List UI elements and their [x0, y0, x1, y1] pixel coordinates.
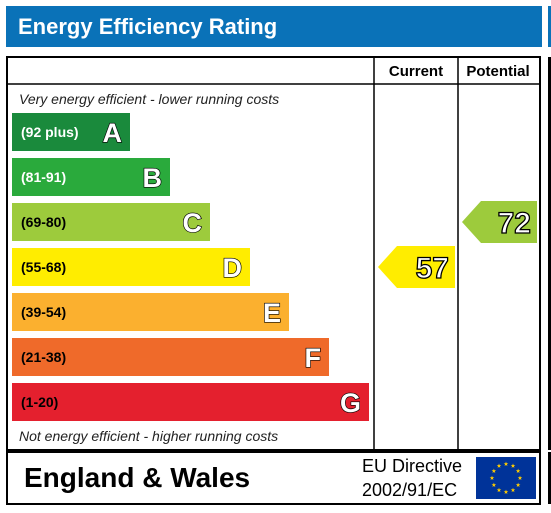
- current-score: 57: [416, 252, 449, 285]
- current-column-header: Current: [389, 63, 443, 80]
- band-b-letter: B: [143, 163, 163, 193]
- right-edge-marker: [548, 57, 551, 450]
- band-c-letter: C: [183, 208, 203, 238]
- eu-star-icon: [510, 487, 516, 493]
- rating-bands: (92 plus) A (81-91) B (69-80) C (55-68) D (39-54…: [12, 113, 369, 421]
- potential-arrow: [462, 201, 537, 243]
- eu-star-icon: [503, 489, 509, 494]
- eu-star-icon: [496, 487, 502, 493]
- eu-star-icon: [510, 463, 516, 468]
- band-f: [12, 338, 329, 376]
- band-b: [12, 158, 170, 196]
- eu-star-icon: [489, 475, 495, 480]
- eu-star-icon: [503, 461, 509, 466]
- title-bar-edge: [548, 6, 551, 47]
- bottom-note: Not energy efficient - higher running co…: [19, 428, 278, 444]
- eu-star-icon: [491, 468, 497, 473]
- band-g-range: (1-20): [21, 394, 58, 410]
- eu-star-icon: [496, 463, 502, 468]
- potential-score: 72: [498, 207, 531, 240]
- rating-arrows: 57 72: [378, 201, 537, 288]
- eu-flag-icon: [476, 457, 536, 499]
- band-a-range: (92 plus): [21, 124, 79, 140]
- current-arrow: [378, 246, 455, 288]
- chart-title: Energy Efficiency Rating: [18, 14, 277, 39]
- footer-edge-marker: [548, 452, 551, 504]
- band-a-letter: A: [103, 118, 123, 148]
- band-d: [12, 248, 250, 286]
- top-note: Very energy efficient - lower running co…: [19, 91, 279, 107]
- band-f-range: (21-38): [21, 349, 66, 365]
- band-g: [12, 383, 369, 421]
- band-d-range: (55-68): [21, 259, 66, 275]
- band-e-range: (39-54): [21, 304, 66, 320]
- eu-star-icon: [515, 482, 521, 487]
- band-f-letter: F: [305, 343, 322, 373]
- band-b-range: (81-91): [21, 169, 66, 185]
- band-c: [12, 203, 210, 241]
- band-c-range: (69-80): [21, 214, 66, 230]
- footer-frame: [6, 451, 541, 505]
- eu-star-icon: [517, 475, 523, 480]
- eu-star-icon: [515, 468, 521, 473]
- chart-frame: [6, 56, 541, 451]
- footer-directive-line2: 2002/91/EC: [362, 480, 457, 500]
- band-a: [12, 113, 130, 151]
- eu-star-icon: [491, 482, 497, 487]
- potential-column-header: Potential: [466, 63, 529, 80]
- band-e-letter: E: [263, 298, 281, 328]
- footer-directive-line1: EU Directive: [362, 456, 462, 476]
- footer-region: England & Wales: [24, 462, 250, 493]
- title-bar: [6, 6, 542, 47]
- band-e: [12, 293, 289, 331]
- band-g-letter: G: [340, 388, 361, 418]
- band-d-letter: D: [223, 253, 243, 283]
